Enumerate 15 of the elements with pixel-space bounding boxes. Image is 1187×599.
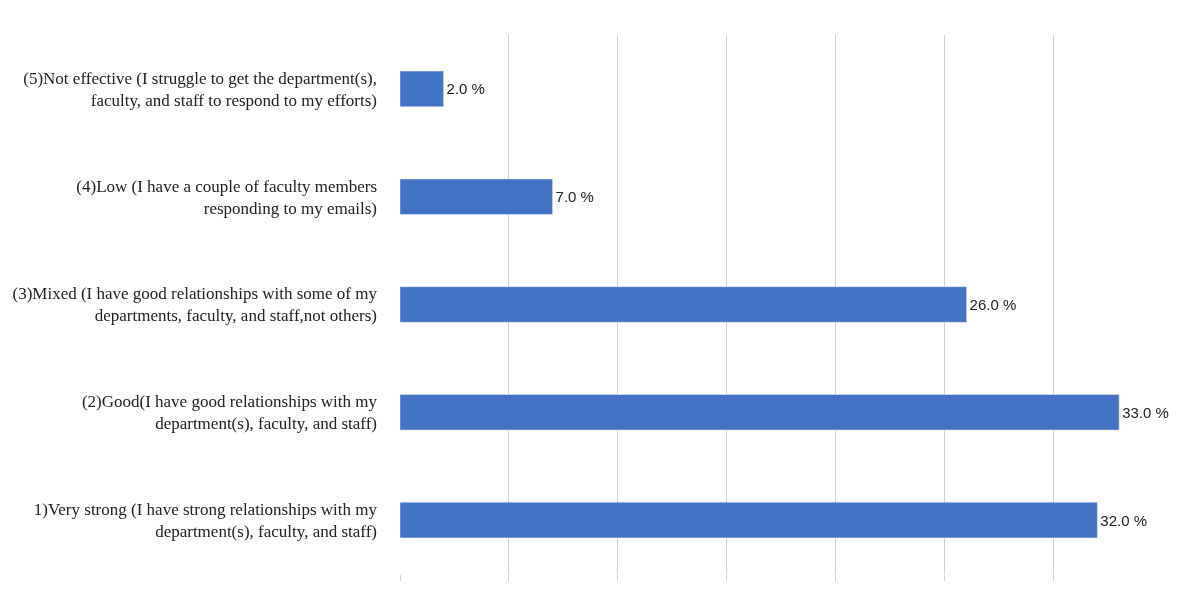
bar [400,286,967,323]
data-label: 33.0 % [1122,403,1169,421]
y-tick-label: (3)Mixed (I have good relationships with some of my departments, faculty, and staff,not others) [12,284,378,326]
data-label: 26.0 % [969,296,1017,313]
data-label: 32.0 % [1100,511,1148,529]
bar [400,70,444,107]
bar [400,178,553,215]
y-tick-label: (4)Low (I have a couple of faculty members responding to my emails) [76,176,377,218]
bar [400,502,1098,539]
y-tick-label: (2)Good(I have good relationships with my department(s), faculty, and staff) [81,392,378,434]
y-tick-label: (5)Not effective (I struggle to get the department(s), faculty, and staff to respond to my efforts) [23,68,377,110]
y-tick-label: 1)Very strong (I have strong relationships with my department(s), faculty, and staff) [33,500,378,542]
data-label: 7.0 % [555,188,594,206]
bar [400,394,1120,431]
data-label: 2.0 % [446,80,485,98]
